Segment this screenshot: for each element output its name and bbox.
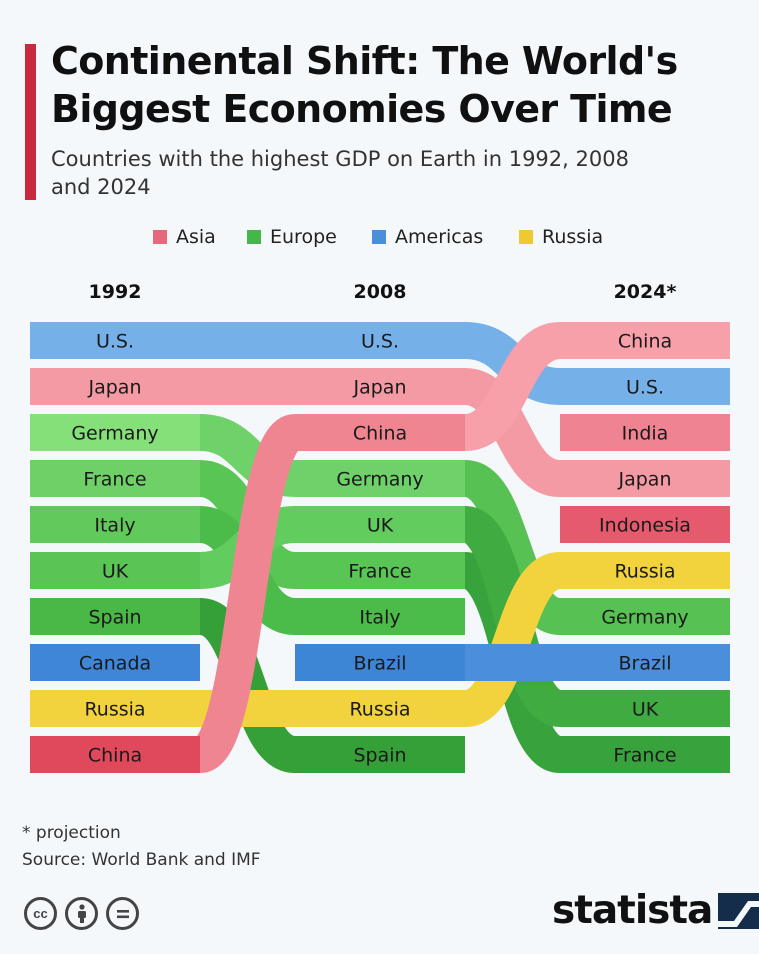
year-label-2024: 2024*	[613, 281, 677, 303]
label-japan-2024: Japan	[618, 469, 672, 491]
bar-germany-2008	[295, 460, 465, 497]
label-germany-1992: Germany	[71, 423, 158, 445]
bar-japan-2008	[295, 368, 465, 405]
legend-item-americas: Americas	[372, 223, 483, 251]
label-canada-1992: Canada	[79, 653, 151, 675]
label-uk-1992: UK	[102, 561, 129, 583]
label-brazil-2008: Brazil	[353, 653, 406, 675]
bar-france-1992	[30, 460, 200, 497]
label-china-2024: China	[618, 331, 672, 353]
bar-brazil-2024	[560, 644, 730, 681]
bar-brazil-2008	[295, 644, 465, 681]
label-u-s-2024: U.S.	[626, 377, 664, 399]
label-russia-2024: Russia	[614, 561, 675, 583]
bar-germany-1992	[30, 414, 200, 451]
bar-indonesia-2024	[560, 506, 730, 543]
label-germany-2024: Germany	[601, 607, 688, 629]
label-uk-2008: UK	[367, 515, 394, 537]
label-japan-1992: Japan	[88, 377, 142, 399]
bar-spain-2008	[295, 736, 465, 773]
label-france-2008: France	[348, 561, 411, 583]
bar-china-2008	[295, 414, 465, 451]
legend-item-europe: Europe	[247, 223, 337, 251]
statista-logo[interactable]: statista	[552, 888, 759, 933]
chart-subtitle: Countries with the highest GDP on Earth …	[51, 147, 629, 199]
label-italy-1992: Italy	[94, 515, 135, 537]
year-label-2008: 2008	[353, 281, 407, 303]
attribution-icon[interactable]	[65, 897, 98, 930]
label-russia-2008: Russia	[349, 699, 410, 721]
title-accent-bar	[25, 44, 36, 200]
label-u-s-1992: U.S.	[96, 331, 134, 353]
label-russia-1992: Russia	[84, 699, 145, 721]
statista-mark-icon	[718, 892, 759, 929]
label-u-s-2008: U.S.	[361, 331, 399, 353]
legend-label-europe: Europe	[270, 226, 337, 248]
source-note: Source: World Bank and IMF	[22, 850, 261, 870]
license-icons: cc	[24, 897, 139, 930]
bar-china-2024	[560, 322, 730, 359]
label-germany-2008: Germany	[336, 469, 423, 491]
bar-france-2008	[295, 552, 465, 589]
band-china-2008-2024	[462, 322, 563, 451]
bar-russia-1992	[30, 690, 200, 727]
chart-title: Continental Shift: The World's Biggest E…	[51, 39, 678, 131]
bar-uk-2024	[560, 690, 730, 727]
no-derivatives-icon[interactable]	[106, 897, 139, 930]
year-label-1992: 1992	[88, 281, 142, 303]
label-spain-1992: Spain	[88, 607, 141, 629]
label-brazil-2024: Brazil	[618, 653, 671, 675]
legend-label-russia: Russia	[542, 226, 604, 248]
band-japan-2008-2024	[462, 368, 563, 497]
legend-label-asia: Asia	[176, 226, 216, 248]
band-russia-2008-2024	[461, 552, 564, 727]
bar-uk-2008	[295, 506, 465, 543]
label-uk-2024: UK	[632, 699, 659, 721]
label-spain-2008: Spain	[353, 745, 406, 767]
label-italy-2008: Italy	[359, 607, 400, 629]
bar-u-s-2008	[295, 322, 465, 359]
legend-swatch-americas	[372, 230, 386, 244]
legend-swatch-asia	[153, 230, 167, 244]
legend-swatch-russia	[519, 230, 533, 244]
label-japan-2008: Japan	[353, 377, 407, 399]
band-china-1992-2008	[193, 414, 302, 773]
legend: Asia Europe Americas Russia	[0, 223, 759, 251]
label-china-2008: China	[353, 423, 407, 445]
bar-u-s-2024	[560, 368, 730, 405]
brand-name: statista	[552, 888, 713, 933]
bar-france-2024	[560, 736, 730, 773]
bar-u-s-1992	[30, 322, 200, 359]
legend-label-americas: Americas	[395, 226, 484, 248]
label-indonesia-2024: Indonesia	[599, 515, 691, 537]
bar-japan-2024	[560, 460, 730, 497]
bar-spain-1992	[30, 598, 200, 635]
cc-icon[interactable]: cc	[24, 897, 57, 930]
legend-swatch-europe	[247, 230, 261, 244]
label-china-1992: China	[88, 745, 142, 767]
bar-japan-1992	[30, 368, 200, 405]
legend-item-russia: Russia	[519, 223, 603, 251]
bar-russia-2024	[560, 552, 730, 589]
label-france-1992: France	[83, 469, 146, 491]
bar-india-2024	[560, 414, 730, 451]
label-india-2024: India	[622, 423, 669, 445]
bar-italy-2008	[295, 598, 465, 635]
legend-item-asia: Asia	[153, 223, 216, 251]
bar-uk-1992	[30, 552, 200, 589]
band-germany-2008-2024	[461, 460, 564, 635]
bar-china-1992	[30, 736, 200, 773]
bar-canada-1992	[30, 644, 200, 681]
footnote: * projection	[22, 823, 121, 843]
bar-germany-2024	[560, 598, 730, 635]
label-france-2024: France	[613, 745, 676, 767]
bar-italy-1992	[30, 506, 200, 543]
bar-russia-2008	[295, 690, 465, 727]
